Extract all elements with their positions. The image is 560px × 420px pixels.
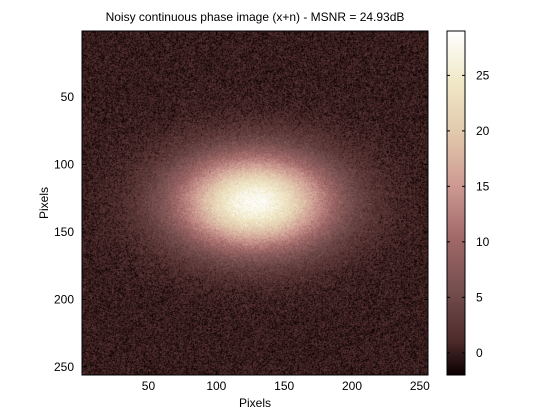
colorbar-tick-label: 25 (476, 68, 490, 82)
heatmap-image (82, 31, 428, 375)
x-tick-label: 250 (410, 379, 430, 393)
y-tick-label: 250 (54, 360, 74, 374)
y-tick-label: 200 (54, 292, 74, 306)
colorbar-tick-label: 0 (476, 346, 483, 360)
x-tick-label: 100 (206, 379, 226, 393)
y-tick-label: 50 (61, 90, 75, 104)
y-tick-label: 100 (54, 158, 74, 172)
y-axis-label: Pixels (37, 187, 51, 219)
x-axis-label: Pixels (239, 396, 271, 410)
heatmap (82, 31, 428, 375)
chart-title: Noisy continuous phase image (x+n) - MSN… (106, 10, 405, 24)
colorbar-gradient (447, 31, 465, 375)
x-tick-label: 50 (142, 379, 156, 393)
colorbar-frame (446, 30, 466, 376)
plot-frame (81, 30, 429, 376)
colorbar: 0 5 10 15 20 25 (446, 30, 490, 376)
colorbar-tick-label: 15 (476, 179, 490, 193)
colorbar-tick-label: 20 (476, 124, 490, 138)
y-tick-label: 150 (54, 225, 74, 239)
axes: 50 100 150 200 250 50 100 150 200 250 (54, 30, 430, 393)
colorbar-tick-label: 5 (476, 290, 483, 304)
x-tick-label: 200 (342, 379, 362, 393)
colorbar-tick-label: 10 (476, 235, 490, 249)
x-tick-label: 150 (274, 379, 294, 393)
